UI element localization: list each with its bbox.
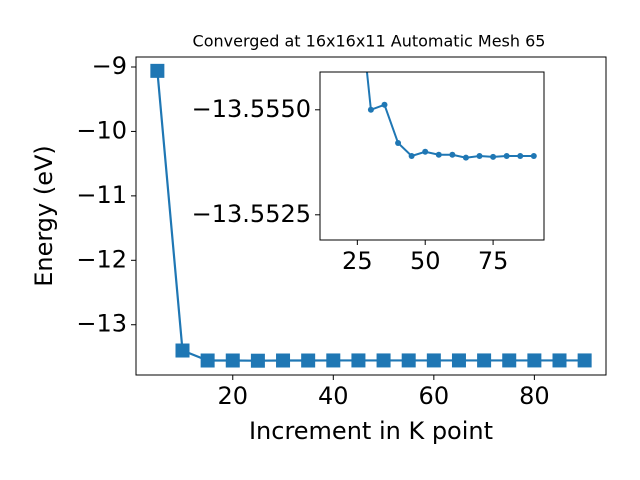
x-tick-label: 60 [419,382,450,410]
marker [150,63,165,78]
marker [250,353,265,368]
marker [449,151,456,158]
x-tick-label: 75 [478,247,509,275]
marker [527,353,542,368]
marker [408,153,415,159]
marker [426,353,441,368]
marker [381,101,388,108]
x-tick-label: 40 [318,382,349,410]
y-tick-label: −9 [92,52,127,80]
marker [462,154,469,161]
marker [476,153,483,159]
y-tick-label: −13.5550 [192,95,311,123]
marker [200,353,215,368]
marker [175,343,190,358]
marker [326,353,341,368]
y-tick-label: −12 [76,245,127,273]
marker [301,353,316,368]
chart-title: Converged at 16x16x11 Automatic Mesh 65 [193,32,546,51]
x-tick-label: 50 [410,247,441,275]
marker [276,353,291,368]
marker [517,153,524,159]
x-axis-label: Increment in K point [249,417,493,445]
y-tick-label: −13.5525 [192,200,311,228]
marker [577,353,592,368]
marker [503,153,510,159]
marker [451,353,466,368]
marker [225,353,240,368]
x-tick-label: 20 [217,382,248,410]
x-tick-label: 80 [519,382,550,410]
plot-series [365,72,537,161]
marker [552,353,567,368]
marker [376,353,391,368]
marker [401,353,416,368]
y-axis-label: Energy (eV) [30,145,58,287]
marker [351,353,366,368]
axes-frame [319,71,545,241]
marker [422,148,429,155]
marker [477,353,492,368]
plot-series [150,63,592,368]
y-tick-label: −13 [76,310,127,338]
marker [490,153,497,160]
y-tick-label: −10 [76,116,127,144]
marker [502,353,517,368]
axes-frame [135,56,607,376]
marker [435,151,442,158]
marker [395,139,402,146]
marker [367,106,374,113]
x-tick-label: 25 [342,247,373,275]
marker [530,153,537,159]
y-tick-label: −11 [76,181,127,209]
